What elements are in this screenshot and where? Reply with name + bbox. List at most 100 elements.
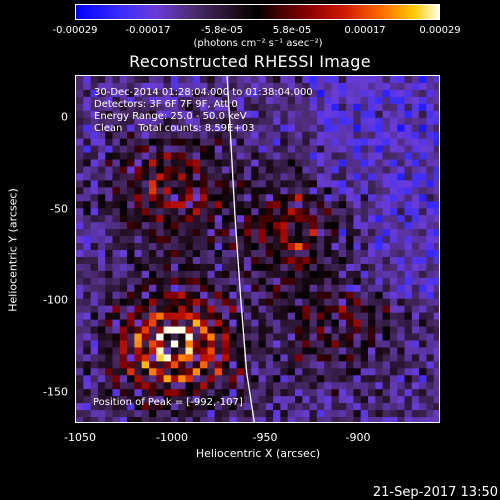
heatmap-cell [185, 138, 194, 146]
heatmap-cell [112, 131, 121, 139]
heatmap-cell [316, 382, 325, 390]
heatmap-cell [302, 187, 310, 195]
heatmap-cell [141, 117, 150, 126]
heatmap-cell [236, 82, 245, 91]
heatmap-cell [404, 333, 413, 341]
heatmap-cell [360, 298, 369, 306]
heatmap-cell [83, 326, 91, 334]
heatmap-cell [397, 382, 405, 390]
heatmap-cell [368, 166, 376, 174]
heatmap-cell [119, 326, 128, 334]
heatmap-cell [90, 187, 99, 195]
heatmap-cell [280, 187, 288, 195]
heatmap-cell [200, 222, 208, 230]
heatmap-cell [309, 312, 318, 320]
heatmap-cell [170, 354, 179, 362]
heatmap-cell [258, 410, 267, 418]
heatmap-cell [178, 229, 186, 237]
heatmap-cell [149, 284, 157, 293]
heatmap-cell [426, 187, 434, 195]
heatmap-cell [280, 173, 288, 181]
heatmap-cell [178, 333, 186, 341]
heatmap-cell [192, 368, 201, 376]
heatmap-cell [83, 215, 91, 223]
heatmap-cell [273, 110, 281, 119]
heatmap-cell [302, 76, 310, 84]
heatmap-cell [178, 173, 186, 181]
heatmap-cell [236, 159, 245, 167]
heatmap-cell [302, 173, 310, 181]
heatmap-cell [105, 256, 113, 265]
heatmap-cell [404, 361, 413, 369]
heatmap-cell [324, 361, 332, 369]
colorbar-tick-label: 5.8e-05 [272, 25, 312, 36]
heatmap-cell [280, 138, 288, 146]
heatmap-cell [97, 166, 106, 174]
heatmap-cell [375, 180, 383, 188]
heatmap-cell [287, 284, 296, 293]
heatmap-cell [309, 117, 318, 126]
heatmap-cell [360, 117, 369, 126]
heatmap-cell [397, 354, 405, 362]
heatmap-cell [375, 403, 383, 411]
heatmap-cell [287, 138, 296, 146]
heatmap-cell [397, 103, 405, 112]
heatmap-cell [426, 305, 434, 313]
heatmap-cell [127, 417, 135, 422]
heatmap-cell [97, 389, 106, 397]
heatmap-cell [214, 180, 223, 188]
heatmap-cell [170, 263, 179, 272]
heatmap-cell [411, 96, 420, 105]
heatmap-cell [222, 277, 230, 286]
heatmap-cell [251, 277, 259, 286]
heatmap-cell [178, 270, 186, 279]
heatmap-cell [411, 131, 420, 139]
heatmap-cell [389, 298, 398, 306]
heatmap-cell [258, 215, 267, 223]
heatmap-cell [141, 298, 150, 306]
heatmap-cell [200, 110, 208, 119]
heatmap-cell [243, 152, 252, 160]
heatmap-cell [214, 256, 223, 265]
heatmap-cell [324, 403, 332, 411]
heatmap-cell [302, 89, 310, 98]
heatmap-cell [76, 305, 84, 313]
heatmap-cell [309, 263, 318, 272]
heatmap-cell [243, 131, 252, 139]
heatmap-cell [295, 403, 303, 411]
heatmap-cell [346, 152, 354, 160]
heatmap-cell [273, 152, 281, 160]
heatmap-cell [141, 103, 150, 112]
heatmap-cell [309, 82, 318, 91]
heatmap-cell [214, 208, 223, 216]
heatmap-cell [243, 305, 252, 313]
heatmap-cell [331, 312, 340, 320]
heatmap-cell [426, 270, 434, 279]
heatmap-cell [185, 110, 194, 119]
heatmap-cell [207, 270, 215, 279]
heatmap-cell [287, 319, 296, 327]
heatmap-cell [243, 215, 252, 223]
heatmap-cell [207, 215, 215, 223]
heatmap-cell [119, 333, 128, 341]
heatmap-cell [411, 375, 420, 383]
heatmap-cell [76, 403, 84, 411]
heatmap-cell [119, 284, 128, 293]
heatmap-cell [127, 222, 135, 230]
heatmap-cell [338, 208, 347, 216]
heatmap-cell [112, 138, 121, 146]
heatmap-cell [309, 340, 318, 348]
heatmap-cell [178, 145, 186, 153]
heatmap-cell [90, 312, 99, 320]
heatmap-cell [295, 124, 303, 132]
heatmap-cell [265, 243, 274, 251]
heatmap-cell [309, 396, 318, 404]
heatmap-cell [236, 368, 245, 376]
heatmap-cell [163, 250, 172, 258]
heatmap-cell [243, 410, 252, 418]
heatmap-cell [404, 354, 413, 362]
heatmap-cell [346, 131, 354, 139]
heatmap-cell [76, 291, 84, 300]
heatmap-cell [295, 312, 303, 320]
heatmap-cell [368, 368, 376, 376]
